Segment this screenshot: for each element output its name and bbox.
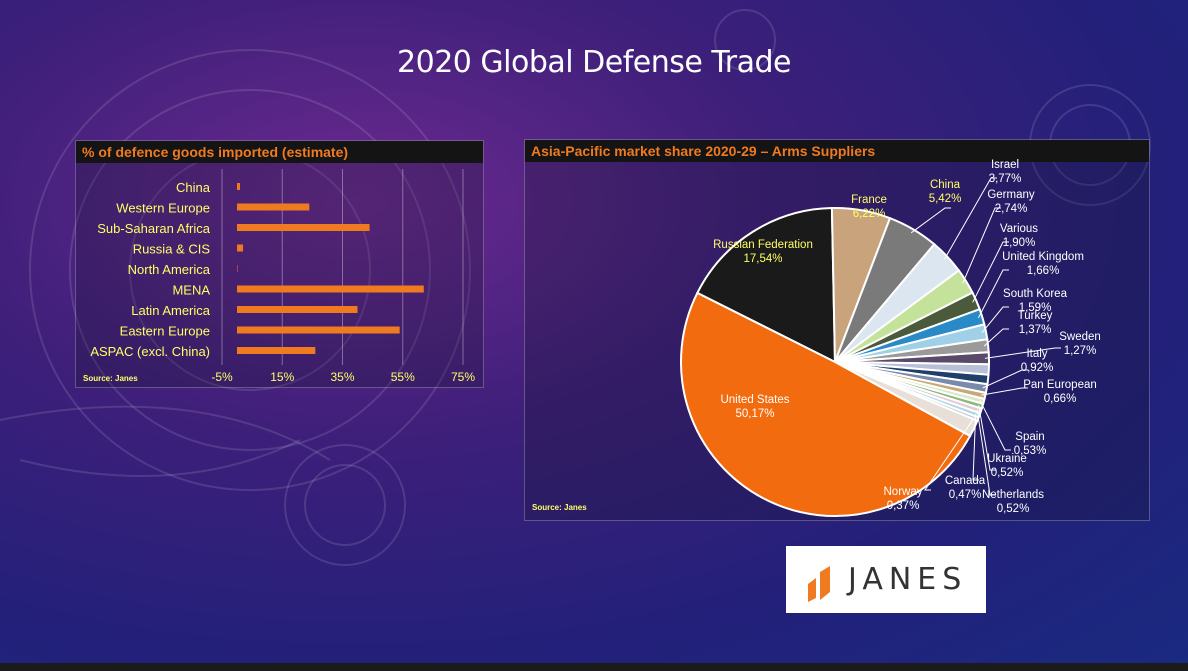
pie-slice-label: Spain <box>1015 431 1044 443</box>
janes-logo-text: JANES <box>848 562 968 597</box>
pie-chart: Russian Federation 17,54% France 6,22% China… <box>679 159 1101 517</box>
pie-leader-line <box>972 241 1009 303</box>
pie-slice <box>679 291 972 517</box>
pie-leader-line <box>979 400 1011 451</box>
bar-category-label: China <box>176 180 211 195</box>
bar-category-label: MENA <box>172 283 210 298</box>
pie-slice-value: 0,53% <box>1014 445 1047 457</box>
pie-slice-label: China <box>930 179 961 191</box>
pie-leader-line <box>976 409 996 496</box>
pie-slice-value: 6,22% <box>853 208 886 220</box>
pie-chart-title: Asia-Pacific market share 2020-29 – Arms… <box>525 140 1149 162</box>
pie-slice-value: 1,90% <box>1003 237 1036 249</box>
pie-slice-label: United States <box>720 394 789 406</box>
bar-x-tick-label: 75% <box>451 370 475 384</box>
pie-slice <box>696 207 837 364</box>
pie-slice-label: United Kingdom <box>1002 251 1084 263</box>
bar <box>237 183 241 190</box>
bar-x-tick-label: -5% <box>211 370 233 384</box>
slide-title: 2020 Global Defense Trade <box>397 45 791 80</box>
pie-slice-label: Ukraine <box>987 453 1027 465</box>
pie-leader-line <box>924 417 975 491</box>
pie-slice-label: Norway <box>884 486 923 498</box>
pie-slice-value: 1,27% <box>1064 345 1097 357</box>
bar <box>237 224 370 231</box>
pie-slice-label: Various <box>1000 223 1038 235</box>
bar-category-label: Russia & CIS <box>133 242 211 257</box>
janes-logo-icon <box>808 566 830 602</box>
pie-slice-value: 0,37% <box>887 500 920 512</box>
bar-category-label: Eastern Europe <box>120 324 210 339</box>
pie-leader-line <box>981 387 1028 396</box>
pie-leader-line <box>962 207 1001 284</box>
pie-leader-line <box>978 405 996 471</box>
pie-leader-line <box>943 177 997 260</box>
pie-slice-value: 5,42% <box>929 193 962 205</box>
bar-x-tick-label: 55% <box>391 370 415 384</box>
pie-slice-label: Pan European <box>1023 379 1097 391</box>
pie-leader-line <box>983 328 1009 347</box>
bar-chart: -5% 15% 35% 55% 75% China Western Europe Sub-Sa… <box>90 169 475 384</box>
bar-chart-title: % of defence goods imported (estimate) <box>76 141 483 163</box>
bar-category-label: North America <box>128 262 211 277</box>
bar-category-label: Sub-Saharan Africa <box>97 221 211 236</box>
bar <box>237 265 238 272</box>
pie-leader-line <box>982 369 1028 389</box>
bar-chart-panel: % of defence goods imported (estimate) -… <box>75 140 484 388</box>
pie-chart-source: Source: Janes <box>532 503 587 512</box>
bar <box>237 306 358 313</box>
pie-slice-value: 0,92% <box>1021 362 1054 374</box>
bar <box>237 285 424 293</box>
pie-leader-line <box>972 414 979 481</box>
bottom-bar <box>0 663 1188 671</box>
pie-slice-value: 0,52% <box>997 503 1030 515</box>
janes-logo: JANES <box>786 546 986 613</box>
bar-x-tick-label: 15% <box>270 370 294 384</box>
bar <box>237 244 244 252</box>
pie-slice-value: 0,47% <box>949 489 982 501</box>
pie-slice-value: 17,54% <box>743 253 782 265</box>
bar-chart-source: Source: Janes <box>83 374 138 383</box>
pie-slice-label: Italy <box>1026 348 1047 360</box>
pie-slice-label: Russian Federation <box>713 239 813 251</box>
pie-chart-panel: Asia-Pacific market share 2020-29 – Arms… <box>524 139 1150 521</box>
pie-slice-value: 50,17% <box>735 408 774 420</box>
bar <box>237 203 310 211</box>
bar-x-tick-label: 35% <box>330 370 354 384</box>
bar <box>237 347 316 354</box>
bar-category-label: Latin America <box>131 303 211 318</box>
pie-slice-value: 0,66% <box>1044 393 1077 405</box>
bar-category-label: Western Europe <box>116 201 210 216</box>
bar-category-label: ASPAC (excl. China) <box>90 344 210 359</box>
pie-slice-value: 2,74% <box>995 203 1028 215</box>
pie-slice-label: Turkey <box>1018 310 1053 322</box>
pie-slice-label: France <box>851 194 887 206</box>
pie-slice-label: Sweden <box>1059 331 1101 343</box>
pie-slice-label: Germany <box>987 189 1035 201</box>
pie-leader-line <box>981 306 1009 333</box>
pie-leader-line <box>984 347 1061 359</box>
pie-slice-label: Netherlands <box>982 489 1044 501</box>
pie-slice-value: 1,59% <box>1019 302 1052 314</box>
bar <box>237 326 400 334</box>
pie-slice-label: Canada <box>945 475 986 487</box>
pie-slice-label: South Korea <box>1003 288 1068 300</box>
pie-slice-value: 1,66% <box>1027 265 1060 277</box>
pie-leader-line <box>910 207 951 234</box>
pie-slice-label: Israel <box>991 159 1019 171</box>
pie-leader-line <box>977 269 1009 319</box>
pie-slice-value: 1,37% <box>1019 324 1052 336</box>
pie-slice-value: 0,52% <box>991 467 1024 479</box>
pie-slice-value: 3,77% <box>989 173 1022 185</box>
